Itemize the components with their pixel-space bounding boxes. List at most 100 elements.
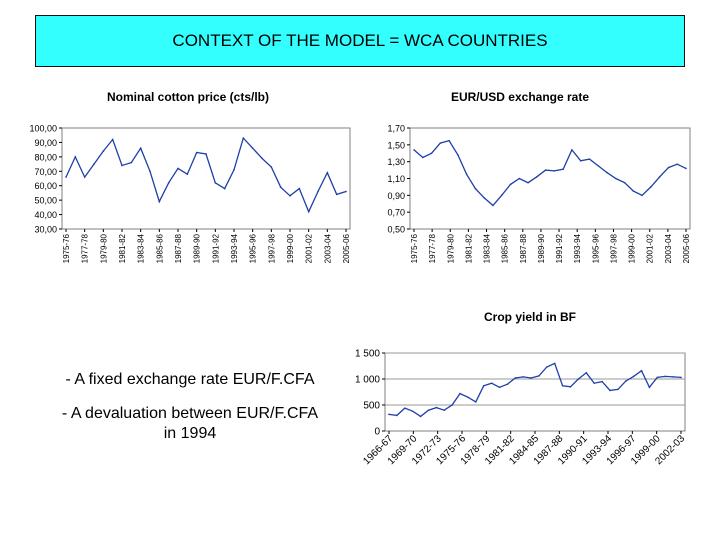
chart-exchange-rate: EUR/USD exchange rate 0,50 0,70 0,90 1,10 1,3… — [387, 90, 691, 263]
data-point — [214, 182, 217, 184]
data-point — [317, 190, 319, 193]
x-tick-label: 1991-92 — [555, 233, 564, 263]
data-point — [569, 386, 572, 388]
bullet-item: - A fixed exchange rate EUR/F.CFA — [65, 371, 315, 388]
x-tick-label: 2005-06 — [342, 233, 351, 263]
y-tick-label: 1,10 — [387, 174, 405, 184]
data-point — [483, 197, 485, 199]
data-point — [474, 187, 477, 190]
y-tick-label: 0 — [374, 427, 380, 438]
data-point — [680, 376, 682, 379]
data-point — [664, 375, 667, 378]
series-line — [388, 362, 682, 418]
chart-title: Crop yield in BF — [484, 310, 576, 324]
y-tick-label: 1 000 — [355, 375, 380, 386]
data-point — [624, 380, 627, 382]
data-point — [522, 376, 524, 378]
data-point — [307, 210, 310, 213]
data-point — [451, 404, 453, 406]
data-point — [527, 181, 529, 184]
data-point — [553, 170, 556, 172]
y-tick-label: 1,50 — [387, 140, 405, 150]
data-point — [498, 386, 501, 389]
data-point — [676, 163, 679, 165]
data-point — [261, 157, 263, 160]
data-point — [289, 195, 291, 197]
data-point — [419, 415, 422, 418]
x-tick-label: 1993-94 — [573, 233, 582, 263]
y-tick-label: 60,00 — [34, 181, 57, 191]
data-point — [443, 409, 446, 411]
data-point — [593, 382, 595, 384]
data-point — [577, 378, 580, 380]
data-point — [435, 406, 438, 409]
y-tick-label: 90,00 — [34, 138, 57, 148]
data-point — [606, 171, 608, 174]
data-point — [439, 142, 442, 144]
y-tick-label: 1 500 — [355, 349, 380, 360]
data-point — [561, 384, 564, 387]
x-tick-label: 1997-98 — [609, 233, 618, 263]
data-point — [345, 190, 347, 193]
data-point — [544, 169, 547, 171]
data-point — [667, 166, 670, 169]
data-point — [617, 388, 619, 391]
y-tick-label: 1,70 — [387, 124, 405, 134]
data-point — [482, 384, 485, 387]
data-point — [102, 150, 105, 152]
x-tick-label: 1979-80 — [446, 233, 455, 263]
data-point — [514, 377, 517, 379]
data-point — [242, 137, 245, 139]
data-point — [93, 163, 95, 165]
series-line — [65, 136, 347, 214]
chart-title: EUR/USD exchange rate — [451, 90, 589, 104]
data-point — [656, 376, 659, 379]
data-point — [623, 181, 626, 184]
data-point — [65, 176, 67, 178]
x-tick-label: 1985-86 — [155, 233, 164, 263]
data-point — [490, 382, 493, 384]
x-tick-label: 1987-88 — [174, 233, 183, 263]
data-point — [326, 171, 329, 174]
x-tick-label: 1993-94 — [230, 233, 239, 263]
data-point — [111, 138, 114, 141]
y-tick-label: 0,70 — [387, 208, 405, 218]
x-tick-label: 1981-82 — [118, 233, 127, 263]
series-line — [413, 139, 687, 207]
data-point — [632, 190, 635, 192]
data-point — [195, 151, 198, 154]
data-point — [403, 407, 406, 409]
data-point — [448, 139, 450, 142]
y-tick-label: 30,00 — [34, 225, 57, 235]
y-tick-label: 1,30 — [387, 157, 405, 167]
data-point — [459, 392, 461, 395]
y-tick-label: 100,00 — [29, 124, 57, 134]
data-point — [177, 167, 179, 170]
x-tick-label: 1997-98 — [267, 233, 276, 263]
x-tick-label: 2001-02 — [646, 233, 655, 263]
data-point — [546, 366, 548, 368]
data-point — [650, 186, 652, 188]
data-point — [475, 401, 477, 403]
data-point — [597, 165, 600, 167]
bullet-list: - A fixed exchange rate EUR/F.CFA - A de… — [60, 370, 320, 458]
data-point — [615, 177, 617, 180]
x-tick-label: 1979-80 — [99, 233, 108, 263]
data-point — [601, 380, 603, 383]
data-point — [205, 153, 207, 155]
y-tick-label: 80,00 — [34, 152, 57, 162]
data-point — [270, 166, 273, 168]
data-point — [640, 369, 643, 372]
data-point — [413, 149, 415, 151]
x-tick-label: 1995-96 — [249, 233, 258, 263]
data-point — [509, 183, 512, 186]
data-point — [223, 187, 226, 190]
chart-title: Nominal cotton price (cts/lb) — [107, 90, 269, 104]
data-point — [672, 376, 674, 378]
data-point — [648, 386, 651, 389]
data-point — [421, 156, 424, 159]
y-tick-label: 0,90 — [387, 191, 405, 201]
bullet-item: - A devaluation between EUR/F.CFA in 199… — [61, 405, 319, 442]
plot-area — [409, 127, 691, 230]
data-point — [632, 375, 635, 378]
